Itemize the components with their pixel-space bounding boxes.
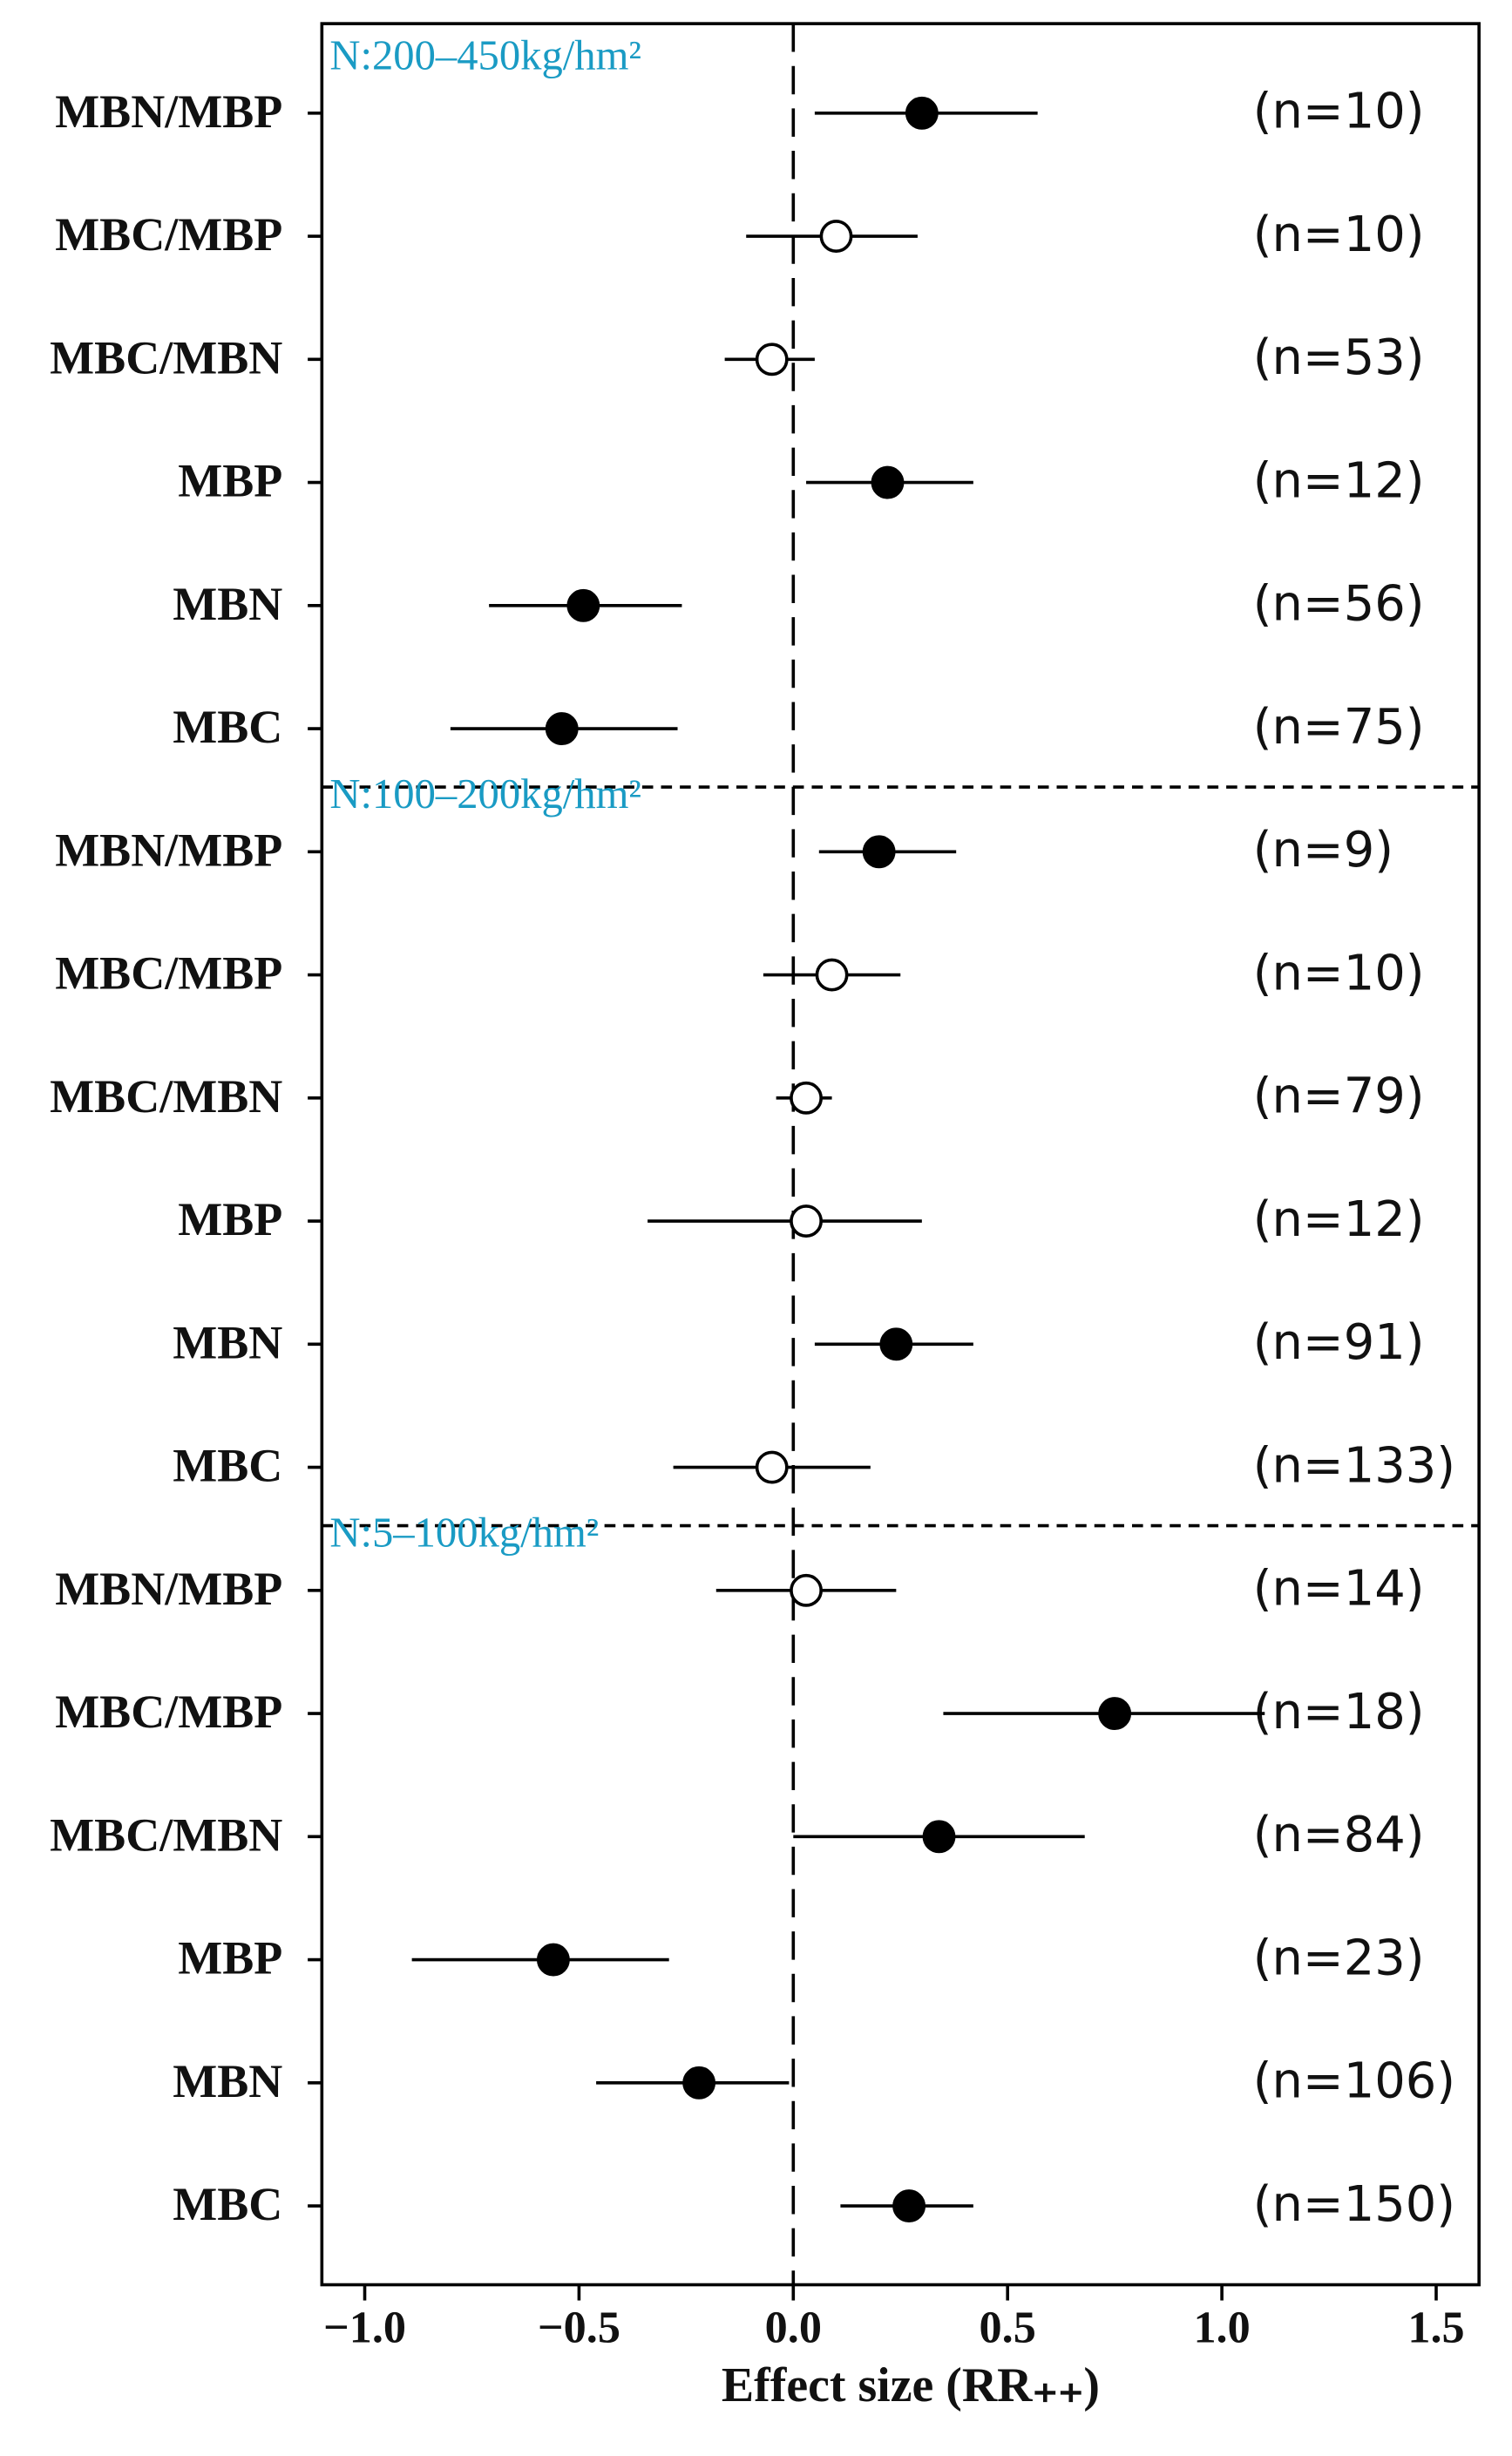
group-label: N:200–450kg/hm² [329, 32, 641, 79]
row-label: MBC/MBP [55, 1686, 282, 1738]
n-label: (n=84) [1253, 1807, 1425, 1863]
effect-point [819, 220, 853, 253]
effect-point [755, 343, 789, 377]
x-tick-label: −1.0 [323, 2303, 406, 2353]
n-label: (n=12) [1253, 452, 1425, 509]
x-tick-label: 0.0 [765, 2303, 822, 2353]
effect-point [566, 588, 600, 622]
row-label: MBN [173, 1316, 282, 1368]
row-label: MBC [173, 2178, 282, 2230]
n-label: (n=23) [1253, 1930, 1425, 1987]
row-label: MBN/MBP [55, 824, 282, 876]
effect-point [545, 712, 579, 745]
effect-point [862, 835, 896, 869]
n-label: (n=56) [1253, 576, 1425, 633]
row-label: MBN/MBP [55, 85, 282, 138]
row-label: MBP [178, 455, 282, 507]
row-label: MBC/MBN [50, 1808, 282, 1861]
n-label: (n=91) [1253, 1314, 1425, 1371]
row-label: MBC [173, 1440, 282, 1492]
row-label: MBC [173, 701, 282, 753]
x-tick-label: 1.5 [1407, 2303, 1464, 2353]
n-label: (n=106) [1253, 2053, 1455, 2110]
n-label: (n=9) [1253, 822, 1393, 879]
row-label: MBP [178, 1193, 282, 1245]
n-label: (n=10) [1253, 84, 1425, 140]
row-label: MBN [173, 2055, 282, 2107]
effect-point [682, 2066, 716, 2100]
effect-point [892, 2189, 926, 2222]
effect-point [790, 1204, 823, 1238]
effect-point [871, 465, 905, 499]
n-label: (n=18) [1253, 1684, 1425, 1740]
row-label: MBP [178, 1932, 282, 1984]
effect-point [790, 1573, 823, 1607]
row-label: MBC/MBN [50, 1070, 282, 1123]
effect-point [790, 1081, 823, 1115]
effect-point [755, 1450, 789, 1484]
effect-point [879, 1327, 913, 1361]
n-label: (n=12) [1253, 1191, 1425, 1248]
n-label: (n=10) [1253, 945, 1425, 1001]
n-label: (n=10) [1253, 207, 1425, 263]
group-label: N:5–100kg/hm² [329, 1510, 599, 1557]
row-label: MBC/MBP [55, 208, 282, 261]
n-label: (n=150) [1253, 2176, 1455, 2233]
row-label: MBC/MBP [55, 947, 282, 1000]
group-label: N:100–200kg/hm² [329, 770, 641, 818]
row-label: MBN [173, 578, 282, 630]
n-label: (n=14) [1253, 1561, 1425, 1618]
n-label: (n=75) [1253, 699, 1425, 756]
x-tick-label: −0.5 [538, 2303, 620, 2353]
effect-point [1098, 1697, 1132, 1730]
effect-point [536, 1943, 570, 1977]
plot-frame [320, 22, 1481, 2287]
n-label: (n=79) [1253, 1069, 1425, 1125]
effect-point [905, 96, 939, 130]
x-axis-label: Effect size (RR₊₊) [722, 2358, 1100, 2412]
n-label: (n=53) [1253, 329, 1425, 386]
row-label: MBN/MBP [55, 1563, 282, 1615]
effect-point [922, 1820, 956, 1854]
x-tick-label: 0.5 [980, 2303, 1036, 2353]
n-label: (n=133) [1253, 1437, 1455, 1494]
effect-point [815, 958, 849, 992]
row-label: MBC/MBN [50, 331, 282, 383]
x-tick-label: 1.0 [1193, 2303, 1250, 2353]
